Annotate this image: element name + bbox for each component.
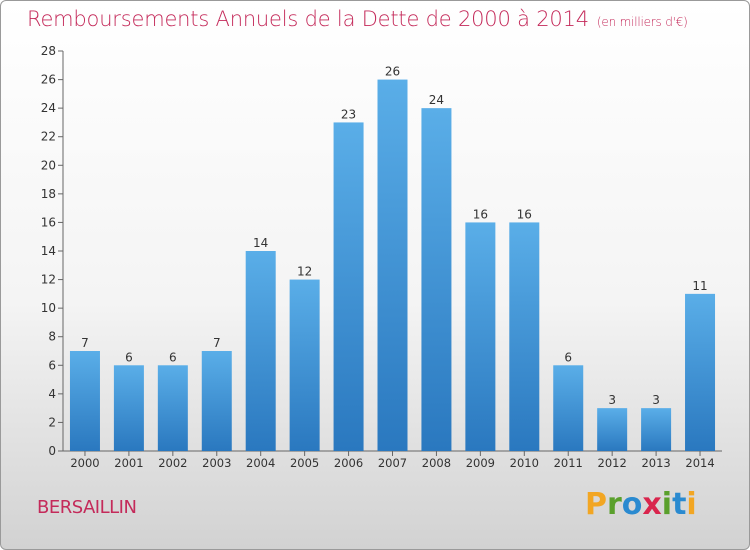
- bar-2000: [69, 351, 100, 451]
- commune-name: BERSAILLIN: [37, 497, 137, 518]
- x-tick-label: 2005: [290, 456, 319, 470]
- bar-2001: [113, 365, 144, 451]
- bar-2006: [333, 122, 364, 451]
- chart-bars: 7 6 6 7 14 12 23 26 24 16 16 6 3 3 11: [69, 65, 716, 452]
- bar-2014: [685, 293, 716, 451]
- x-tick-label: 2006: [334, 456, 363, 470]
- bar-value-label: 6: [125, 350, 133, 364]
- x-tick-label: 2010: [510, 456, 539, 470]
- y-tick-label: 16: [41, 215, 56, 229]
- y-tick-label: 22: [41, 130, 56, 144]
- bar-value-label: 6: [564, 350, 572, 364]
- bar-value-label: 23: [341, 107, 356, 121]
- proxiti-logo: Proxiti: [585, 487, 697, 522]
- bar-2003: [201, 351, 232, 451]
- bar-value-label: 7: [81, 336, 89, 350]
- bar-value-label: 3: [608, 393, 616, 407]
- y-tick-label: 4: [48, 387, 56, 401]
- y-tick-label: 10: [41, 301, 56, 315]
- x-tick-label: 2013: [641, 456, 670, 470]
- bar-2013: [641, 408, 672, 451]
- y-tick-label: 26: [41, 73, 56, 87]
- x-tick-label: 2014: [685, 456, 714, 470]
- y-tick-label: 8: [48, 330, 56, 344]
- y-tick-label: 14: [41, 244, 56, 258]
- y-tick-label: 2: [48, 415, 56, 429]
- bar-value-label: 6: [169, 350, 177, 364]
- bar-2007: [377, 79, 408, 452]
- x-tick-label: 2003: [202, 456, 231, 470]
- chart-title: Remboursements Annuels de la Dette de 20…: [27, 7, 688, 31]
- x-tick-label: 2004: [246, 456, 275, 470]
- bar-2004: [245, 251, 276, 451]
- bar-value-label: 7: [213, 336, 221, 350]
- y-tick-label: 6: [48, 358, 56, 372]
- x-tick-label: 2009: [466, 456, 495, 470]
- bar-2005: [289, 279, 320, 451]
- y-tick-label: 18: [41, 187, 56, 201]
- chart-title-text: Remboursements Annuels de la Dette de 20…: [27, 7, 589, 31]
- bar-2010: [509, 222, 540, 451]
- bar-value-label: 11: [692, 279, 707, 293]
- bar-2011: [553, 365, 584, 451]
- y-tick-label: 20: [41, 158, 56, 172]
- x-tick-label: 2001: [114, 456, 143, 470]
- x-tick-label: 2000: [70, 456, 99, 470]
- bar-value-label: 12: [297, 265, 312, 279]
- y-tick-label: 0: [48, 444, 56, 458]
- y-tick-label: 28: [41, 44, 56, 58]
- bar-2002: [157, 365, 188, 451]
- y-tick-label: 24: [41, 101, 56, 115]
- chart-unit: (en milliers d'€): [596, 15, 688, 29]
- bar-2012: [597, 408, 628, 451]
- x-tick-label: 2008: [422, 456, 451, 470]
- bar-2008: [421, 108, 452, 452]
- bar-value-label: 16: [517, 207, 532, 221]
- bar-value-label: 16: [473, 207, 488, 221]
- x-tick-label: 2007: [378, 456, 407, 470]
- bar-value-label: 24: [429, 93, 444, 107]
- x-tick-label: 2011: [554, 456, 583, 470]
- bar-2009: [465, 222, 496, 451]
- y-tick-label: 12: [41, 273, 56, 287]
- bar-value-label: 3: [652, 393, 660, 407]
- x-tick-label: 2002: [158, 456, 187, 470]
- bar-value-label: 14: [253, 236, 268, 250]
- bar-value-label: 26: [385, 65, 400, 79]
- x-tick-label: 2012: [598, 456, 627, 470]
